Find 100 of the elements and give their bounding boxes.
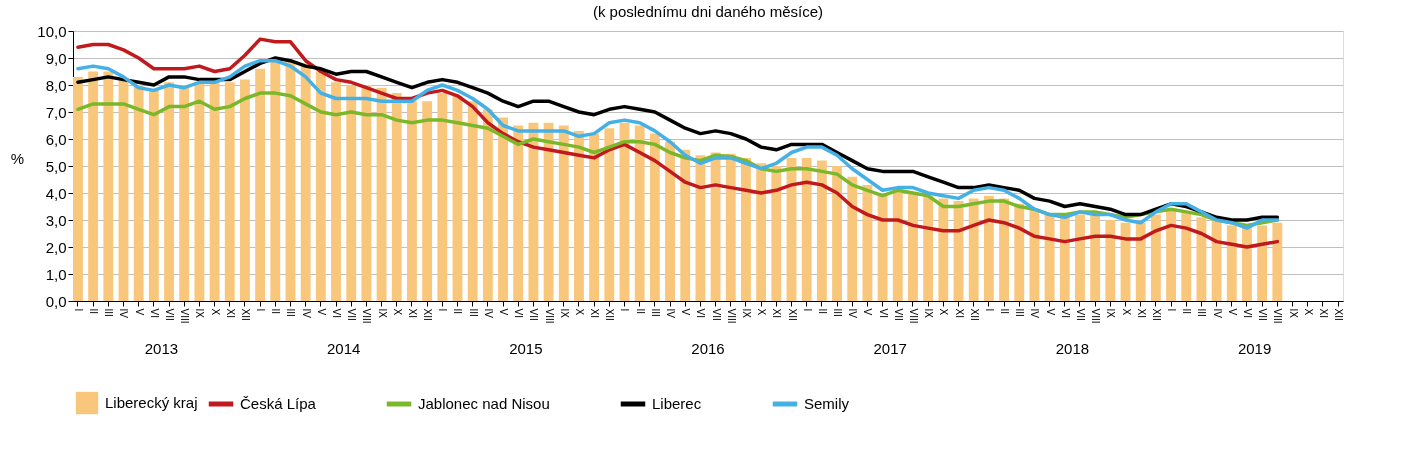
bar xyxy=(73,76,83,301)
bar xyxy=(923,195,934,301)
bar xyxy=(1257,225,1268,301)
bar xyxy=(391,93,402,301)
bar xyxy=(528,122,539,301)
bar xyxy=(194,82,205,301)
x-tick-label: V xyxy=(315,308,327,316)
bar xyxy=(255,68,266,301)
x-tick-label: XI xyxy=(771,308,783,318)
bar xyxy=(558,125,569,301)
bar xyxy=(968,198,979,301)
bar xyxy=(847,176,858,301)
x-tick-label: VI xyxy=(513,308,525,318)
bar xyxy=(346,85,357,301)
x-tick-label: V xyxy=(1226,308,1238,316)
x-tick-label: IX xyxy=(194,308,206,319)
x-tick-label: IV xyxy=(482,308,494,319)
bar xyxy=(574,130,584,301)
x-tick-label: VII xyxy=(346,308,358,321)
chart-subtitle: (k poslednímu dni daného měsíce) xyxy=(592,3,824,20)
x-tick-label: VII xyxy=(1257,308,1269,321)
x-tick-label: XI xyxy=(589,308,601,318)
bar xyxy=(938,198,949,301)
bar xyxy=(862,184,873,301)
bar xyxy=(422,101,433,301)
x-tick-label: XI xyxy=(1135,308,1147,318)
bar xyxy=(1029,209,1040,301)
x-tick-label: X xyxy=(938,308,950,316)
legend-label: Liberec xyxy=(652,395,702,412)
x-tick-label: XII xyxy=(1150,308,1162,321)
bar xyxy=(164,82,174,301)
bar xyxy=(209,82,220,301)
x-tick-label: I xyxy=(72,308,84,312)
y-tick-label: 9,0 xyxy=(45,49,67,67)
x-tick-label: III xyxy=(649,308,661,317)
bar xyxy=(498,117,508,301)
bar xyxy=(361,85,372,301)
bar xyxy=(1150,214,1161,301)
bar xyxy=(1090,214,1101,301)
x-tick-label: III xyxy=(1014,308,1026,317)
x-tick-label: X xyxy=(209,308,221,316)
legend-label: Česká Lípa xyxy=(240,395,317,412)
bar xyxy=(665,141,675,301)
bar xyxy=(710,152,721,301)
legend-label: Liberecký kraj xyxy=(105,394,198,411)
x-tick-label: X xyxy=(1120,308,1132,316)
bar xyxy=(224,82,235,301)
x-tick-label: III xyxy=(467,308,479,317)
x-tick-label: I xyxy=(801,308,813,312)
bar xyxy=(832,166,842,301)
x-tick-label: IV xyxy=(1029,308,1041,319)
bar xyxy=(1105,220,1116,301)
x-tick-label: IV xyxy=(1211,308,1223,319)
bar xyxy=(1272,222,1283,301)
bar xyxy=(892,190,903,301)
legend-label: Jablonec nad Nisou xyxy=(418,395,550,412)
y-tick-label: 7,0 xyxy=(45,103,67,121)
x-tick-label: II xyxy=(999,308,1011,315)
x-tick-label: XI xyxy=(1317,308,1329,318)
x-tick-label: VI xyxy=(1059,308,1071,318)
x-tick-label: VIII xyxy=(725,308,737,324)
text: 2016 xyxy=(691,340,725,357)
bar xyxy=(771,166,782,301)
x-tick-label: VIII xyxy=(361,308,373,324)
x-tick-label: VII xyxy=(1074,308,1086,321)
bar xyxy=(1181,211,1192,301)
bar xyxy=(103,71,114,301)
text: 2019 xyxy=(1237,340,1272,357)
bar xyxy=(756,163,767,301)
x-tick-label: XII xyxy=(239,308,251,321)
bar xyxy=(725,153,736,301)
bar xyxy=(816,160,827,301)
x-tick-label: XI xyxy=(953,308,965,318)
x-tick-label: XII xyxy=(968,308,980,321)
x-tick-label: I xyxy=(255,308,267,312)
bar xyxy=(543,122,554,301)
bar xyxy=(88,71,99,301)
bar xyxy=(801,157,812,301)
x-tick-label: IV xyxy=(118,308,130,319)
bar xyxy=(1211,220,1222,301)
x-tick-label: I xyxy=(437,308,449,312)
bar xyxy=(240,79,250,301)
x-tick-label: XII xyxy=(422,308,434,321)
x-tick-label: V xyxy=(680,308,692,316)
y-tick-label: 10,0 xyxy=(37,22,67,40)
bar xyxy=(1242,228,1252,301)
text: 2014 xyxy=(326,340,361,357)
y-tick-label: 2,0 xyxy=(45,238,67,256)
x-tick-label: X xyxy=(756,308,768,316)
x-tick-label: VII xyxy=(164,308,176,321)
bar xyxy=(513,125,524,301)
x-tick-label: VII xyxy=(528,308,540,321)
x-tick-label: IX xyxy=(923,308,935,319)
x-tick-label: II xyxy=(88,308,100,315)
x-tick-label: V xyxy=(1044,308,1056,316)
x-tick-label: III xyxy=(285,308,297,317)
y-tick-label: 0,0 xyxy=(45,292,67,310)
x-tick-label: IV xyxy=(300,308,312,319)
bar xyxy=(300,63,311,301)
text: 2013 xyxy=(144,340,179,357)
